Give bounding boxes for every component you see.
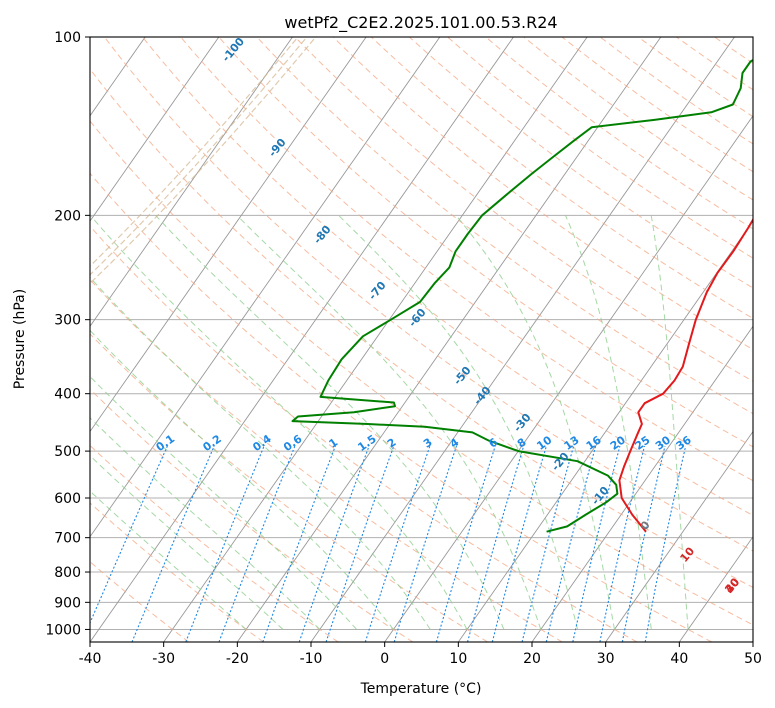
y-tick-label: 100 [54, 30, 81, 46]
moist-adiabat [650, 215, 689, 630]
dry-adiabat [90, 120, 753, 626]
dry-adiabat [90, 278, 563, 642]
plot-frame [89, 36, 754, 643]
moist-adiabat [90, 490, 247, 630]
mixing-ratio-line [218, 445, 296, 642]
mixing-ratio-line [262, 445, 336, 642]
isotherm-line [605, 430, 753, 642]
dry-adiabat [90, 225, 638, 642]
mixing-ratio-line [298, 445, 370, 642]
isotherm-line [90, 37, 441, 538]
x-tick-label: 0 [380, 651, 389, 667]
moist-adiabat [564, 215, 652, 630]
dry-adiabat [332, 37, 753, 351]
isotherm-line [90, 37, 220, 222]
moist-adiabat [455, 214, 615, 630]
dry-adiabat [599, 37, 753, 145]
y-tick-label: 200 [54, 208, 81, 224]
profile-lines [291, 58, 753, 533]
x-tick-label: 10 [449, 651, 467, 667]
moist-adiabat [90, 375, 357, 630]
isotherm-line [90, 37, 293, 328]
dry-adiabat [90, 68, 753, 589]
chart-title: wetPf2_C2E2.2025.101.00.53.R24 [284, 13, 557, 33]
mixing-ratio-line [185, 445, 265, 642]
y-tick-label: 600 [54, 491, 81, 507]
mixing-ratio-line [572, 445, 621, 642]
dewpoint-line [291, 58, 753, 533]
x-tick-label: -20 [226, 651, 249, 667]
y-axis-label: Pressure (hPa) [12, 289, 28, 389]
x-tick-label: 30 [597, 651, 615, 667]
y-tick-label: 500 [54, 444, 81, 460]
reference-arc [90, 37, 299, 267]
axes: -40 -30 -20 -10 0 10 20 30 40 50 100 200 300 400 500 60… [45, 30, 762, 667]
x-tick-label: -10 [300, 651, 323, 667]
mixing-ratio-line [131, 445, 215, 642]
mixing-ratio-line [621, 445, 666, 642]
reference-arc [90, 37, 308, 276]
y-tick-label: 700 [54, 531, 81, 547]
reference-arc [90, 37, 317, 285]
dry-adiabat [485, 37, 753, 230]
dry-adiabat [523, 37, 753, 201]
dry-adiabat [90, 172, 712, 642]
moist-adiabat [236, 214, 542, 630]
moist-adiabat [90, 214, 468, 630]
mixing-ratio-line [644, 445, 687, 642]
y-tick-label: 800 [54, 565, 81, 581]
dry-adiabat [561, 37, 753, 173]
y-tick-label: 300 [54, 313, 81, 329]
x-axis-label: Temperature (°C) [360, 681, 482, 697]
dry-adiabat [104, 37, 753, 552]
dry-adiabat [90, 333, 488, 642]
moist-adiabat [90, 417, 321, 630]
moist-adiabat [90, 454, 284, 630]
mixing-ratio-line [545, 445, 597, 642]
mixing-ratio-line [325, 445, 395, 642]
dry-adiabat [90, 444, 339, 642]
y-tick-label: 400 [54, 387, 81, 403]
x-tick-label: 50 [744, 651, 762, 667]
isotherm-line [531, 325, 753, 642]
y-tick-label: 1000 [45, 622, 81, 638]
dry-adiabat [294, 37, 753, 382]
dry-adiabat [447, 37, 753, 259]
isotherm-line [163, 37, 588, 642]
mixing-ratio-line [435, 445, 496, 642]
mixing-ratio-line [491, 445, 547, 642]
mixing-ratio-line [466, 445, 525, 642]
moist-adiabat [90, 329, 394, 630]
dry-adiabat [180, 37, 753, 482]
y-tick-label: 900 [54, 595, 81, 611]
isotherm-line [678, 535, 753, 642]
dry-adiabat [142, 37, 753, 517]
x-tick-label: -40 [79, 651, 102, 667]
isotherm-line [457, 220, 753, 642]
mixing-ratio-line [599, 445, 646, 642]
moist-adiabat [155, 214, 505, 630]
temperature-line [618, 217, 753, 533]
isotherm-line [310, 37, 735, 642]
moist-adiabat [90, 276, 431, 630]
dry-adiabat [256, 37, 753, 415]
isotherm-line [384, 115, 753, 642]
x-tick-label: -30 [152, 651, 175, 667]
isotherm-line [236, 37, 662, 642]
dry-adiabat [90, 502, 264, 642]
isotherm-line [90, 37, 367, 433]
x-tick-label: 20 [523, 651, 541, 667]
mixing-ratio-line [521, 445, 575, 642]
x-tick-label: 40 [670, 651, 688, 667]
plot-area [90, 37, 753, 642]
isotherm-line [90, 37, 514, 642]
